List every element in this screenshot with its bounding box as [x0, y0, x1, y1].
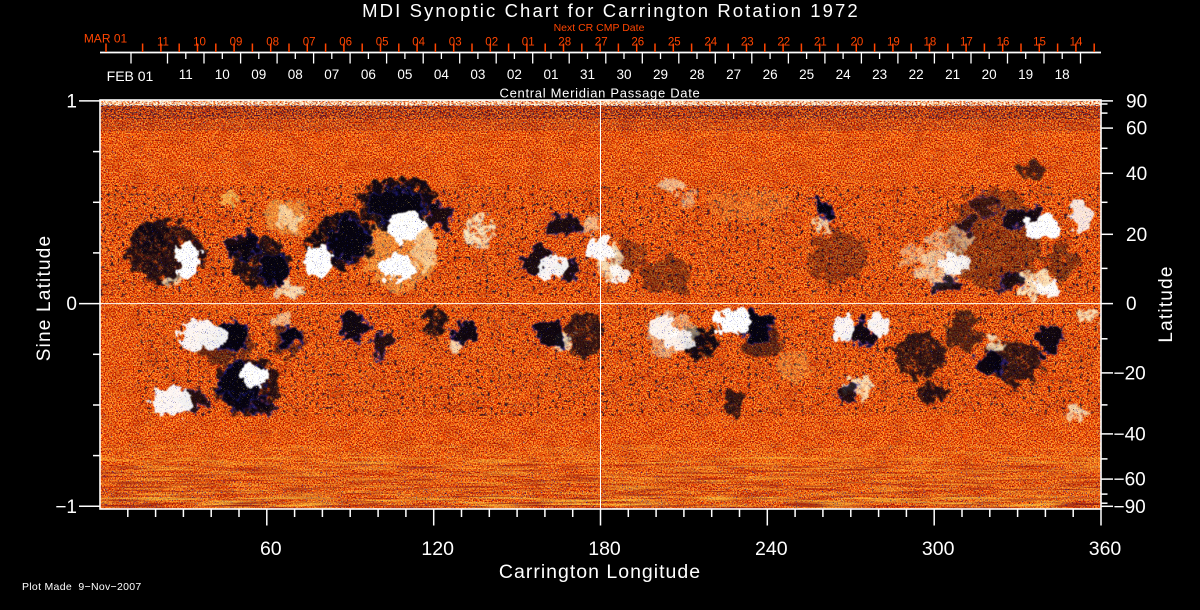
svg-text:22: 22: [909, 67, 924, 82]
svg-text:Central Meridian Passage Date: Central Meridian Passage Date: [500, 86, 701, 101]
svg-text:Latitude: Latitude: [1156, 265, 1177, 342]
svg-text:240: 240: [755, 538, 788, 560]
svg-text:−60: −60: [1114, 470, 1146, 491]
svg-text:31: 31: [580, 67, 595, 82]
svg-text:26: 26: [763, 67, 778, 82]
svg-text:08: 08: [288, 67, 303, 82]
svg-text:21: 21: [814, 37, 827, 49]
svg-text:27: 27: [726, 67, 741, 82]
svg-text:25: 25: [799, 67, 814, 82]
svg-text:120: 120: [421, 538, 454, 560]
svg-text:FEB 01: FEB 01: [107, 68, 154, 84]
svg-text:02: 02: [485, 37, 498, 49]
svg-text:19: 19: [1018, 67, 1033, 82]
svg-text:09: 09: [251, 67, 266, 82]
svg-text:01: 01: [543, 67, 558, 82]
svg-text:MAR 01: MAR 01: [84, 32, 128, 46]
svg-text:28: 28: [558, 37, 571, 49]
svg-text:25: 25: [668, 37, 681, 49]
svg-text:180: 180: [588, 538, 621, 560]
svg-text:Carrington Longitude: Carrington Longitude: [499, 561, 701, 583]
svg-text:29: 29: [653, 67, 668, 82]
svg-text:360: 360: [1089, 538, 1122, 560]
svg-text:Plot Made 9−Nov−2007: Plot Made 9−Nov−2007: [22, 581, 142, 593]
svg-text:−1: −1: [55, 497, 77, 518]
svg-text:−20: −20: [1114, 363, 1146, 384]
svg-text:MDI Synoptic Chart for Carring: MDI Synoptic Chart for Carrington Rotati…: [362, 0, 860, 21]
svg-text:03: 03: [449, 37, 462, 49]
svg-text:07: 07: [303, 37, 316, 49]
svg-text:60: 60: [260, 538, 282, 560]
svg-text:30: 30: [616, 67, 631, 82]
svg-text:0: 0: [66, 294, 77, 315]
svg-text:04: 04: [434, 67, 450, 82]
svg-text:20: 20: [851, 37, 864, 49]
svg-text:24: 24: [704, 37, 717, 49]
svg-text:10: 10: [215, 67, 230, 82]
svg-text:−90: −90: [1114, 497, 1146, 518]
svg-text:1: 1: [66, 91, 77, 112]
svg-text:Sine Latitude: Sine Latitude: [34, 235, 55, 362]
svg-text:18: 18: [924, 37, 937, 49]
svg-text:06: 06: [361, 67, 376, 82]
svg-text:20: 20: [1126, 225, 1147, 246]
svg-text:04: 04: [412, 37, 425, 49]
svg-text:24: 24: [836, 67, 852, 82]
svg-text:09: 09: [230, 37, 243, 49]
svg-text:10: 10: [193, 37, 206, 49]
svg-text:−40: −40: [1114, 424, 1146, 445]
svg-text:17: 17: [960, 37, 973, 49]
svg-text:22: 22: [777, 37, 790, 49]
svg-text:05: 05: [376, 37, 389, 49]
svg-text:Next CR CMP Date: Next CR CMP Date: [554, 22, 645, 34]
svg-text:21: 21: [945, 67, 960, 82]
svg-text:0: 0: [1126, 294, 1137, 315]
svg-text:23: 23: [741, 37, 754, 49]
svg-text:18: 18: [1055, 67, 1070, 82]
svg-text:26: 26: [631, 37, 644, 49]
svg-text:23: 23: [872, 67, 887, 82]
svg-text:27: 27: [595, 37, 608, 49]
svg-text:08: 08: [266, 37, 279, 49]
svg-text:01: 01: [522, 37, 535, 49]
svg-text:60: 60: [1126, 119, 1147, 140]
svg-text:02: 02: [507, 67, 522, 82]
svg-text:90: 90: [1126, 91, 1147, 112]
svg-text:300: 300: [922, 538, 955, 560]
svg-text:07: 07: [324, 67, 339, 82]
svg-text:06: 06: [339, 37, 352, 49]
svg-text:19: 19: [887, 37, 900, 49]
svg-text:15: 15: [1033, 37, 1046, 49]
svg-text:11: 11: [157, 37, 169, 49]
svg-text:05: 05: [397, 67, 412, 82]
svg-text:14: 14: [1070, 37, 1083, 49]
svg-text:16: 16: [997, 37, 1010, 49]
svg-text:28: 28: [689, 67, 704, 82]
svg-text:20: 20: [982, 67, 997, 82]
svg-text:11: 11: [179, 67, 193, 82]
svg-text:03: 03: [470, 67, 485, 82]
svg-text:40: 40: [1126, 164, 1147, 185]
